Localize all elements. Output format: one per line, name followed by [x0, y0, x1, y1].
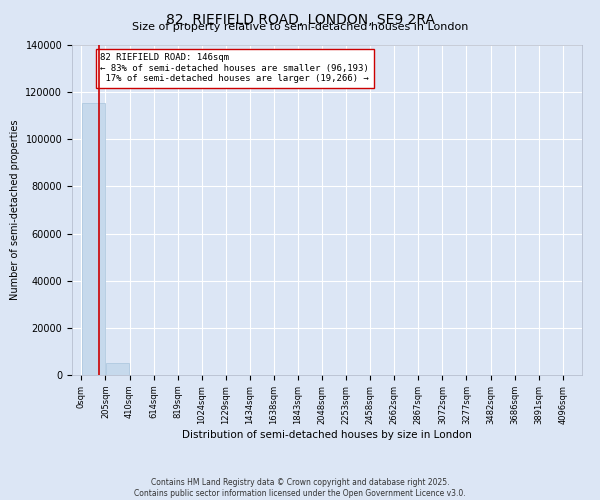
Y-axis label: Number of semi-detached properties: Number of semi-detached properties [10, 120, 20, 300]
Bar [82, 103, 106, 375]
Text: 82 RIEFIELD ROAD: 146sqm
← 83% of semi-detached houses are smaller (96,193)
 17%: 82 RIEFIELD ROAD: 146sqm ← 83% of semi-d… [100, 53, 369, 83]
Text: 82, RIEFIELD ROAD, LONDON, SE9 2RA: 82, RIEFIELD ROAD, LONDON, SE9 2RA [166, 12, 434, 26]
Text: Size of property relative to semi-detached houses in London: Size of property relative to semi-detach… [132, 22, 468, 32]
Bar [106, 363, 130, 375]
X-axis label: Distribution of semi-detached houses by size in London: Distribution of semi-detached houses by … [182, 430, 472, 440]
Text: Contains HM Land Registry data © Crown copyright and database right 2025.
Contai: Contains HM Land Registry data © Crown c… [134, 478, 466, 498]
